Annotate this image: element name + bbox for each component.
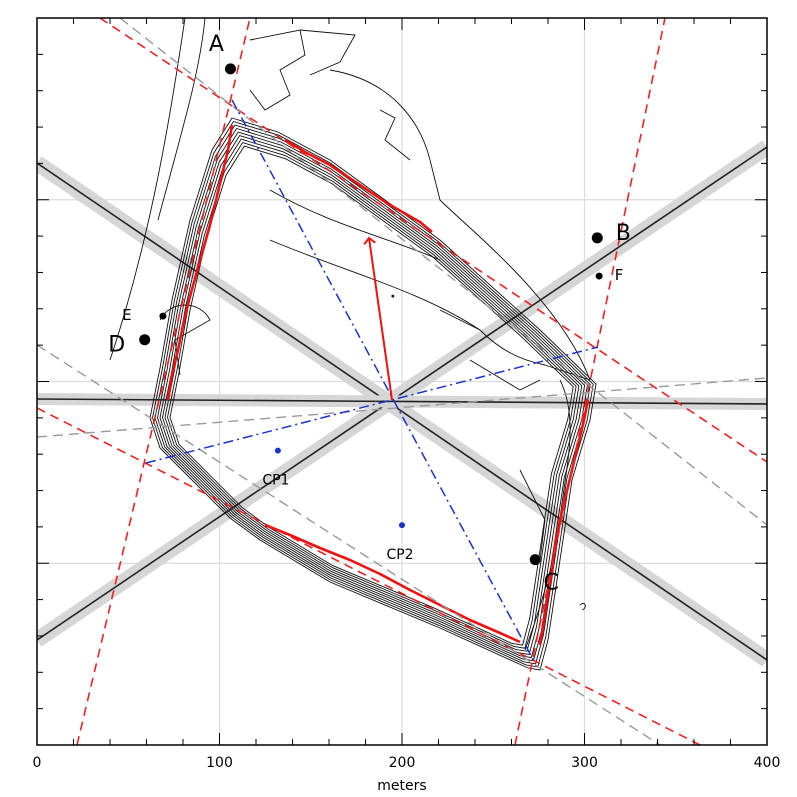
- fit-line-right: [514, 18, 666, 745]
- fit-line-top: [99, 18, 767, 463]
- x-tick-label: 300: [571, 755, 598, 771]
- point-f-label: F: [615, 266, 624, 284]
- contour-ring: [152, 120, 594, 668]
- point-d-marker: [139, 334, 151, 346]
- x-tick-label: 0: [33, 755, 42, 771]
- point-e-marker: [159, 312, 167, 320]
- control-point-label: CP2: [386, 547, 413, 563]
- point-c-label: C: [544, 571, 559, 596]
- point-d-label: D: [108, 333, 125, 358]
- ridge-traces: [166, 124, 590, 646]
- diagonal-d-b: [145, 346, 599, 464]
- gray-fit-lines: [37, 18, 767, 745]
- point-c-marker: [529, 554, 541, 566]
- ridge-top: [284, 138, 433, 233]
- shoreline-contour-bundle: [149, 117, 597, 671]
- edge-fit-lines: [37, 18, 767, 745]
- control-point-markers: CP1 CP2: [262, 447, 414, 563]
- terrain-contours: [109, 18, 591, 651]
- fit-line-bottom: [37, 407, 701, 745]
- contour-ring: [154, 124, 591, 665]
- ridge-right: [538, 399, 590, 646]
- contour-ring: [162, 135, 583, 656]
- gray-line-top: [119, 18, 767, 526]
- x-tick-label: 400: [754, 755, 781, 771]
- control-point-label: CP1: [262, 473, 289, 489]
- band-diagonal-up-core: [37, 146, 767, 641]
- contour-ring: [159, 131, 586, 659]
- x-tick-label: 200: [389, 755, 416, 771]
- band-diagonal-down-core: [37, 162, 767, 661]
- contour-ring: [167, 142, 577, 649]
- control-point-marker: [274, 447, 281, 454]
- contour-ring: [169, 145, 574, 646]
- gray-line-bottom: [37, 344, 661, 745]
- point-b-marker: [591, 232, 603, 244]
- ridge-bottom: [264, 523, 521, 644]
- grid-lines: [37, 18, 767, 745]
- point-f-marker: [595, 272, 603, 280]
- direction-arrow: [369, 238, 393, 401]
- point-b-label: B: [616, 221, 631, 246]
- x-tick-labels: 0 100 200 300 400: [33, 755, 781, 771]
- ridge-left: [166, 124, 234, 401]
- control-point-marker: [399, 522, 405, 529]
- gray-line-horizontal: [37, 377, 767, 438]
- diagonal-a-c: [231, 99, 536, 664]
- point-e-label: E: [122, 306, 131, 324]
- x-axis-label: meters: [377, 778, 426, 794]
- diagonals: [145, 99, 599, 664]
- center-point: [391, 294, 395, 298]
- point-a-marker: [224, 63, 236, 75]
- contour-ring: [149, 117, 597, 671]
- fit-line-left: [76, 18, 251, 745]
- axis-ticks: [36, 17, 768, 746]
- x-tick-label: 100: [206, 755, 233, 771]
- point-markers: A B C DE F: [108, 32, 631, 596]
- point-a-label: A: [209, 32, 224, 57]
